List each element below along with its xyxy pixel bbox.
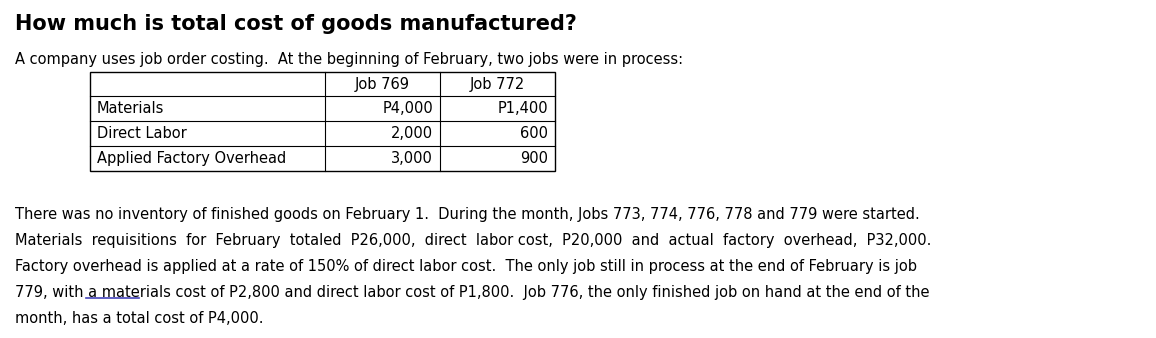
Text: How much is total cost of goods manufactured?: How much is total cost of goods manufact… — [15, 14, 577, 34]
Text: Applied Factory Overhead: Applied Factory Overhead — [97, 151, 287, 166]
Text: 600: 600 — [520, 126, 548, 141]
Text: 900: 900 — [520, 151, 548, 166]
Text: Materials: Materials — [97, 101, 164, 116]
Text: A company uses job order costing.  At the beginning of February, two jobs were i: A company uses job order costing. At the… — [15, 52, 683, 67]
Bar — [90, 72, 555, 171]
Text: Job 772: Job 772 — [469, 76, 525, 92]
Text: 2,000: 2,000 — [391, 126, 434, 141]
Text: 779, with a materials cost of P2,800 and direct labor cost of P1,800.  Job 776, : 779, with a materials cost of P2,800 and… — [15, 285, 929, 300]
Text: There was no inventory of finished goods on February 1.  During the month, Jobs : There was no inventory of finished goods… — [15, 207, 920, 222]
Text: Factory overhead is applied at a rate of 150% of direct labor cost.  The only jo: Factory overhead is applied at a rate of… — [15, 259, 917, 274]
Text: Job 769: Job 769 — [355, 76, 410, 92]
Text: 3,000: 3,000 — [391, 151, 434, 166]
Text: month, has a total cost of P4,000.: month, has a total cost of P4,000. — [15, 311, 264, 326]
Text: P4,000: P4,000 — [383, 101, 434, 116]
Text: P1,400: P1,400 — [497, 101, 548, 116]
Text: Materials  requisitions  for  February  totaled  P26,000,  direct  labor cost,  : Materials requisitions for February tota… — [15, 233, 932, 248]
Text: Direct Labor: Direct Labor — [97, 126, 187, 141]
